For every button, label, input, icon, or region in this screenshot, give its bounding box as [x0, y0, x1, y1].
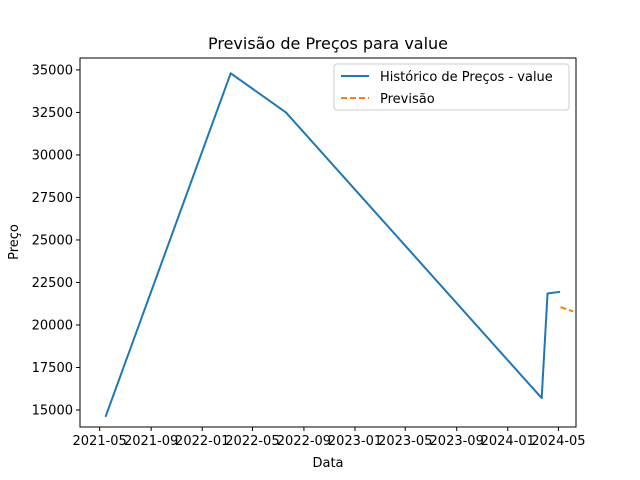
y-tick-label: 15000 [32, 403, 73, 418]
x-tick-label: 2022-05 [225, 434, 279, 449]
series-line-historico [104, 72, 561, 418]
x-tick-label: 2023-05 [378, 434, 432, 449]
y-tick-label: 30000 [32, 148, 73, 163]
y-axis-label: Preço [7, 224, 22, 260]
chart-title: Previsão de Preços para value [208, 34, 448, 53]
y-tick-label: 20000 [32, 318, 73, 333]
series-line-previsao [560, 306, 574, 313]
x-tick-label: 2023-01 [328, 434, 382, 449]
y-tick-label: 35000 [32, 63, 73, 78]
y-axis: 15000 17500 20000 22500 25000 27500 30000 32500… [32, 63, 80, 418]
y-tick-label: 17500 [32, 361, 73, 376]
x-tick-label: 2022-09 [277, 434, 331, 449]
x-tick-label: 2024-05 [531, 434, 585, 449]
x-tick-label: 2024-01 [481, 434, 535, 449]
y-tick-label: 32500 [32, 106, 73, 121]
legend-box [333, 63, 570, 111]
x-tick-label: 2022-01 [175, 434, 229, 449]
x-tick-label: 2023-09 [430, 434, 484, 449]
x-tick-label: 2021-05 [73, 434, 127, 449]
legend-label-historico: Histórico de Preços - value [380, 70, 553, 85]
x-axis-label: Data [312, 456, 343, 471]
x-axis: 2021-052021-092022-012022-052022-092023-… [73, 427, 586, 449]
y-tick-label: 22500 [32, 276, 73, 291]
y-tick-label: 27500 [32, 191, 73, 206]
legend-label-previsao: Previsão [380, 92, 435, 107]
y-tick-label: 25000 [32, 233, 73, 248]
legend: Histórico de Preços - value Previsão [333, 63, 570, 111]
plot-frame [79, 57, 577, 428]
x-tick-label: 2021-09 [124, 434, 178, 449]
